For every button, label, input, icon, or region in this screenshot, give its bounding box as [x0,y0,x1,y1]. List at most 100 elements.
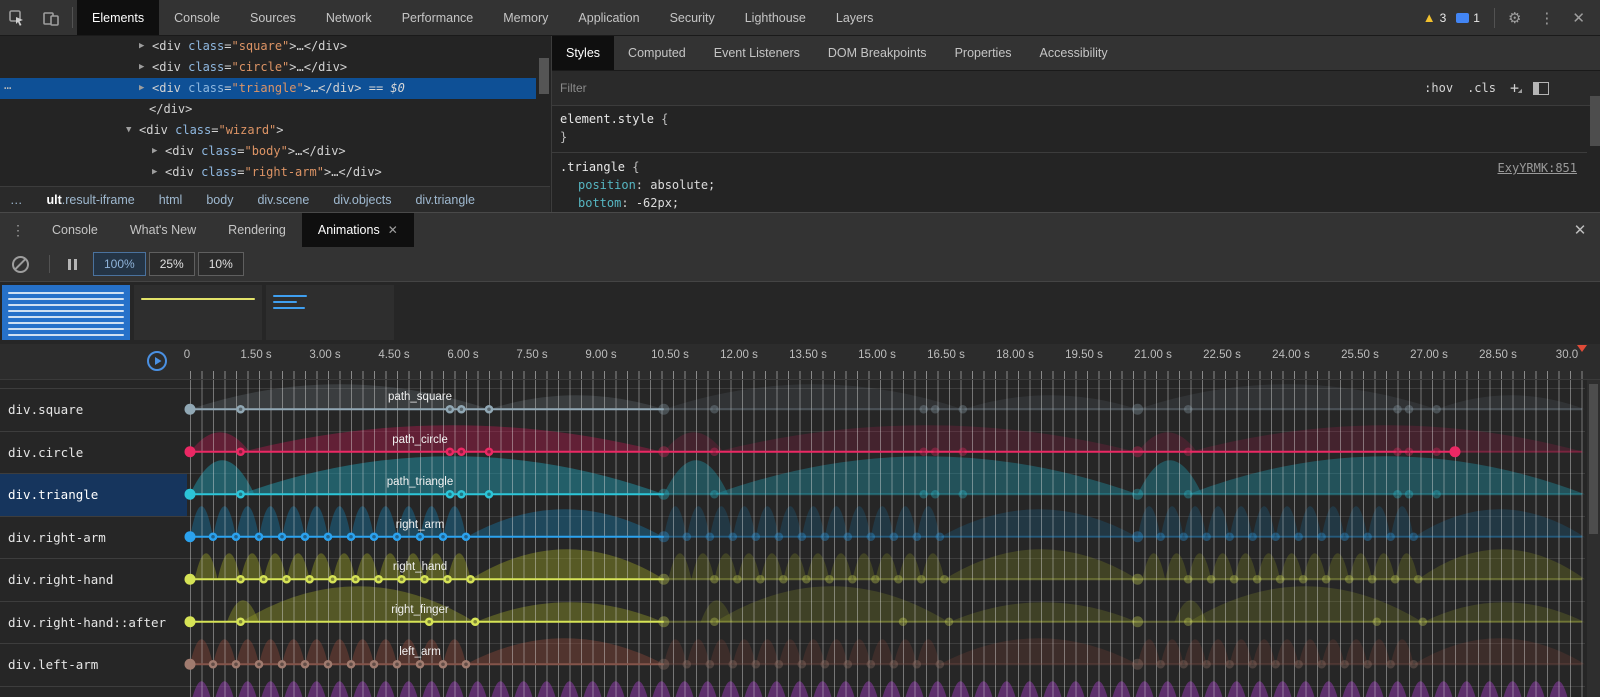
main-tab-network[interactable]: Network [311,0,387,35]
main-tab-application[interactable]: Application [563,0,654,35]
keyframe-dot[interactable] [658,404,669,415]
elements-scrollbar-thumb[interactable] [539,58,549,94]
keyframe-dot[interactable] [185,404,196,415]
rule-selector-line[interactable]: element.style { [560,110,1579,128]
drawer-tab-console[interactable]: Console [36,213,114,247]
track-list-item-div-left-arm[interactable]: div.left-arm [0,643,187,686]
close-tab-icon[interactable]: ✕ [388,223,398,237]
main-tab-lighthouse[interactable]: Lighthouse [730,0,821,35]
track-list-item-div-triangle[interactable]: div.triangle [0,473,187,516]
dom-tree-row[interactable]: </div> [0,99,536,120]
main-tab-layers[interactable]: Layers [821,0,889,35]
keyframe-dot[interactable] [185,446,196,457]
main-tab-performance[interactable]: Performance [387,0,489,35]
animation-group-preview[interactable] [2,285,130,340]
track-list-item[interactable] [0,686,187,697]
clear-all-icon[interactable] [12,256,29,273]
drawer-tab-rendering[interactable]: Rendering [212,213,302,247]
class-toggle[interactable]: .cls [1467,81,1496,95]
dock-sidebar-icon[interactable] [1533,82,1549,95]
track-list-item-div-right-arm[interactable]: div.right-arm [0,516,187,559]
speed-10[interactable]: 10% [198,252,244,276]
breadcrumb-item-div-scene[interactable]: div.scene [257,193,309,207]
main-tab-memory[interactable]: Memory [488,0,563,35]
breadcrumb-item-ult-result-iframe[interactable]: ult.result-iframe [47,193,135,207]
styles-tab-dom-breakpoints[interactable]: DOM Breakpoints [814,36,941,70]
keyframe-dot[interactable] [1132,446,1143,457]
main-tab-elements[interactable]: Elements [77,0,159,35]
warnings-badge[interactable]: ▲ 3 [1423,10,1447,25]
keyframe-dot[interactable] [658,446,669,457]
keyframe-dot[interactable] [1132,531,1143,542]
main-tab-console[interactable]: Console [159,0,235,35]
styles-scrollbar-thumb[interactable] [1590,96,1600,146]
collapsed-arrow-icon[interactable]: ▶ [152,162,157,183]
graph-scrollbar[interactable] [1587,380,1600,697]
hover-state-toggle[interactable]: :hov [1424,81,1453,95]
breadcrumb-item-[interactable]: … [10,193,23,207]
keyframe-dot[interactable] [185,616,196,627]
styles-tab-properties[interactable]: Properties [941,36,1026,70]
speed-100[interactable]: 100% [93,252,146,276]
dom-tree-row[interactable]: ▶<div class="square">…</div> [0,36,536,57]
inspect-element-icon[interactable] [0,0,34,35]
breadcrumb-item-html[interactable]: html [159,193,183,207]
animation-group-preview[interactable] [266,285,394,340]
keyframe-dot[interactable] [658,489,669,500]
drawer-tab-what-s-new[interactable]: What's New [114,213,212,247]
track-list-item-div-right-hand[interactable]: div.right-hand [0,558,187,601]
keyframe-dot[interactable] [1132,489,1143,500]
styles-tab-accessibility[interactable]: Accessibility [1026,36,1122,70]
keyframe-dot[interactable] [185,659,196,670]
keyframe-dot[interactable] [658,659,669,670]
dom-tree-row[interactable]: ▶<div class="body">…</div> [0,141,536,162]
keyframe-dot[interactable] [185,531,196,542]
scrubber-handle[interactable] [1577,345,1587,357]
keyframe-dot[interactable] [658,616,669,627]
keyframe-dot[interactable] [1132,404,1143,415]
styles-tab-styles[interactable]: Styles [552,36,614,70]
main-tab-security[interactable]: Security [655,0,730,35]
dom-tree-row[interactable]: ▶<div class="right-arm">…</div> [0,162,536,183]
collapsed-arrow-icon[interactable]: ▶ [139,57,144,78]
dom-tree-row[interactable]: ⋯▶<div class="triangle">…</div> == $0 [0,78,536,99]
styles-scrollbar[interactable] [1588,72,1600,210]
keyframe-dot[interactable] [1450,446,1461,457]
drawer-menu-icon[interactable]: ⋮ [0,213,36,247]
pause-all-icon[interactable] [68,259,77,270]
main-tab-sources[interactable]: Sources [235,0,311,35]
speed-25[interactable]: 25% [149,252,195,276]
replay-timeline-icon[interactable] [146,350,168,375]
dom-tree-row[interactable]: ▼<div class="wizard"> [0,120,536,141]
expanded-arrow-icon[interactable]: ▼ [126,120,131,141]
track-list-item-div-right-hand-after[interactable]: div.right-hand::after [0,601,187,644]
close-drawer-icon[interactable]: ✕ [1560,213,1600,247]
graph-scrollbar-thumb[interactable] [1589,384,1598,534]
breadcrumb-item-div-triangle[interactable]: div.triangle [415,193,475,207]
styles-tab-computed[interactable]: Computed [614,36,700,70]
breadcrumb-item-div-objects[interactable]: div.objects [333,193,391,207]
settings-gear-icon[interactable]: ⚙ [1499,9,1530,27]
elements-scrollbar[interactable] [537,56,550,186]
drawer-tab-animations[interactable]: Animations✕ [302,213,414,247]
collapsed-arrow-icon[interactable]: ▶ [139,78,144,99]
collapsed-arrow-icon[interactable]: ▶ [139,36,144,57]
track-list-item-div-circle[interactable]: div.circle [0,431,187,474]
keyframe-dot[interactable] [658,531,669,542]
keyframe-dot[interactable] [185,574,196,585]
styles-filter-input[interactable] [552,80,862,96]
keyframe-dot[interactable] [658,574,669,585]
breadcrumb-item-body[interactable]: body [206,193,233,207]
styles-tab-event-listeners[interactable]: Event Listeners [700,36,814,70]
device-toolbar-icon[interactable] [34,0,68,35]
more-options-icon[interactable]: ⋮ [1530,9,1563,27]
keyframe-dot[interactable] [1132,616,1143,627]
track-list-item-div-square[interactable]: div.square [0,388,187,431]
stylesheet-source-link[interactable]: ExyYRMK:851 [1498,159,1577,177]
collapsed-arrow-icon[interactable]: ▶ [152,141,157,162]
keyframe-dot[interactable] [1132,659,1143,670]
dom-tree-row[interactable]: ▶<div class="circle">…</div> [0,57,536,78]
keyframe-dot[interactable] [185,489,196,500]
css-property-line[interactable]: position: absolute; [560,176,1579,194]
keyframe-dot[interactable] [1132,574,1143,585]
